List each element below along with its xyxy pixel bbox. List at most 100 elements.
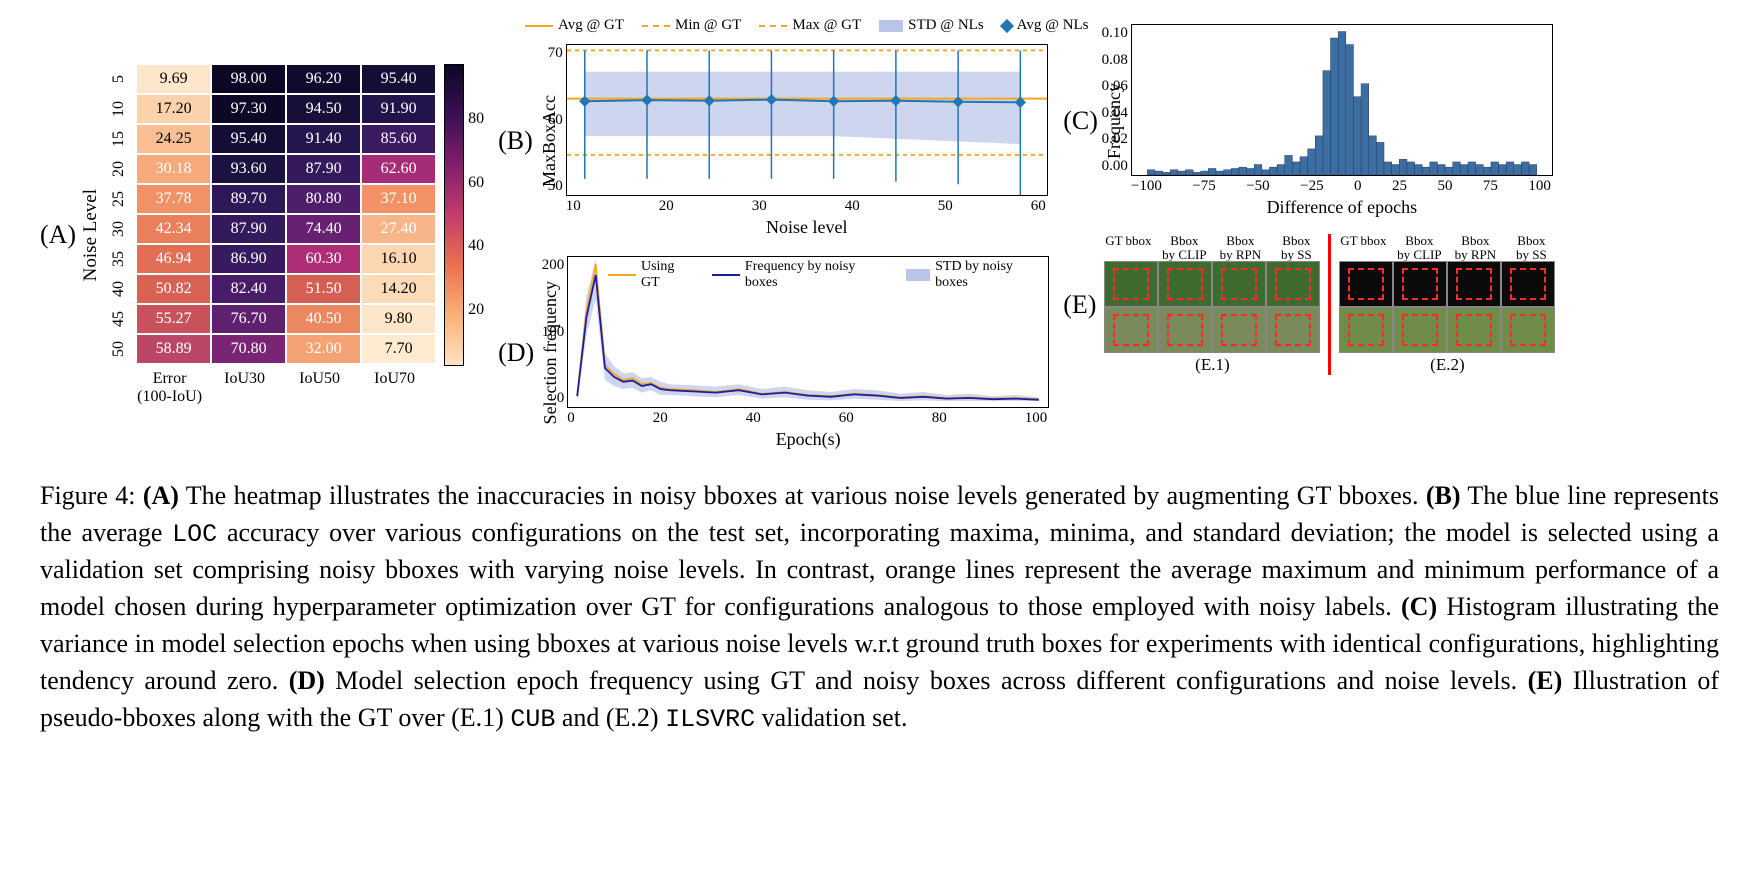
- panel-e-divider: [1328, 234, 1331, 375]
- heat-cell: 97.30: [211, 94, 286, 124]
- panel-b-label: (B): [498, 126, 533, 156]
- heat-cell: 91.40: [286, 124, 361, 154]
- panel-c-yticks: 0.100.080.060.040.020.00: [1088, 25, 1128, 175]
- bbox-icon: [1402, 314, 1438, 346]
- heat-cell: 51.50: [286, 274, 361, 304]
- bbox-icon: [1456, 314, 1492, 346]
- legend-item: Min @ GT: [642, 17, 741, 34]
- heat-cell: 93.60: [211, 154, 286, 184]
- heat-cell: 96.20: [286, 64, 361, 94]
- panel-e2: GT bboxBboxby CLIPBboxby RPNBboxby SS(E.…: [1335, 234, 1559, 375]
- figure-caption: Figure 4: (A) The heatmap illustrates th…: [40, 478, 1719, 738]
- caption-e-text2: and (E.2): [555, 703, 665, 732]
- heat-cell: 17.20: [136, 94, 211, 124]
- heat-cell: 14.20: [361, 274, 436, 304]
- bbox-icon: [1402, 268, 1438, 300]
- heat-cell: 9.80: [361, 304, 436, 334]
- heat-col-label: IoU70: [357, 364, 432, 405]
- e-thumb: [1393, 261, 1447, 307]
- panel-b-chart-wrap: Avg @ GTMin @ GTMax @ GTSTD @ NLsAvg @ N…: [566, 44, 1048, 238]
- panel-e-label: (E): [1063, 290, 1096, 320]
- panel-c-xlabel: Difference of epochs: [1131, 197, 1553, 218]
- e-header: Bboxby CLIP: [1156, 234, 1212, 261]
- caption-c-bold: (C): [1401, 592, 1437, 621]
- heatmap-xlabels: Error(100-IoU)IoU30IoU50IoU70: [132, 364, 436, 405]
- heat-cell: 32.00: [286, 334, 361, 364]
- heat-cell: 37.10: [361, 184, 436, 214]
- panel-e-grid: GT bboxBboxby CLIPBboxby RPNBboxby SS(E.…: [1100, 234, 1559, 375]
- colorbar-icon: [444, 64, 464, 366]
- caption-cub: CUB: [510, 705, 555, 734]
- panel-d-chart-wrap: 2001000 Using GTFrequency by noisy boxes…: [567, 256, 1049, 450]
- heat-cell: 85.60: [361, 124, 436, 154]
- bbox-icon: [1510, 268, 1546, 300]
- heat-cell: 55.27: [136, 304, 211, 334]
- heat-cell: 70.80: [211, 334, 286, 364]
- colorbar-wrap: 80604020: [444, 64, 484, 366]
- panel-d-xticks: 020406080100: [567, 408, 1047, 427]
- legend-item: STD @ NLs: [879, 17, 983, 34]
- bbox-icon: [1348, 268, 1384, 300]
- panel-a: (A) Noise Level 59.6998.0096.2095.401017…: [40, 20, 484, 450]
- e-thumb: [1339, 307, 1393, 353]
- heat-cell: 7.70: [361, 334, 436, 364]
- heat-cell: 94.50: [286, 94, 361, 124]
- cbar-tick: 20: [468, 301, 484, 319]
- panel-a-label: (A): [40, 220, 76, 250]
- panel-b-legend: Avg @ GTMin @ GTMax @ GTSTD @ NLsAvg @ N…: [567, 17, 1047, 34]
- heat-row-label: 45: [106, 311, 136, 327]
- e-sublabel: (E.1): [1195, 355, 1229, 375]
- e-header: Bboxby RPN: [1212, 234, 1268, 261]
- bbox-icon: [1456, 268, 1492, 300]
- e-thumb: [1339, 261, 1393, 307]
- heat-cell: 42.34: [136, 214, 211, 244]
- heatmap: 59.6998.0096.2095.401017.2097.3094.5091.…: [106, 64, 436, 364]
- e-thumb: [1501, 261, 1555, 307]
- heat-cell: 86.90: [211, 244, 286, 274]
- e-header: GT bbox: [1100, 234, 1156, 261]
- heat-cell: 82.40: [211, 274, 286, 304]
- heat-cell: 9.69: [136, 64, 211, 94]
- caption-e-bold: (E): [1528, 666, 1563, 695]
- heat-cell: 37.78: [136, 184, 211, 214]
- caption-a-bold: (A): [143, 481, 179, 510]
- colorbar-ticks: 80604020: [464, 64, 484, 364]
- caption-a-text: The heatmap illustrates the inaccuracies…: [179, 481, 1426, 510]
- panel-c-chart-wrap: 0.100.080.060.040.020.00 −100−75−50−2502…: [1131, 24, 1553, 218]
- cbar-tick: 80: [468, 110, 484, 128]
- heat-cell: 91.90: [361, 94, 436, 124]
- e-header: Bboxby RPN: [1447, 234, 1503, 261]
- bbox-icon: [1221, 268, 1257, 300]
- heat-cell: 87.90: [211, 214, 286, 244]
- e-thumb: [1104, 307, 1158, 353]
- heat-row-label: 40: [106, 281, 136, 297]
- panel-d-legend: Using GTFrequency by noisy boxesSTD by n…: [608, 259, 1048, 291]
- panel-b-chart: Avg @ GTMin @ GTMax @ GTSTD @ NLsAvg @ N…: [566, 44, 1048, 196]
- caption-ilsvrc: ILSVRC: [665, 705, 755, 734]
- panel-e1: GT bboxBboxby CLIPBboxby RPNBboxby SS(E.…: [1100, 234, 1324, 375]
- caption-d-text: Model selection epoch frequency using GT…: [325, 666, 1528, 695]
- heat-cell: 46.94: [136, 244, 211, 274]
- bbox-icon: [1348, 314, 1384, 346]
- heat-col-label: IoU30: [207, 364, 282, 405]
- panel-c-xticks: −100−75−50−250255075100: [1131, 176, 1551, 195]
- heat-cell: 50.82: [136, 274, 211, 304]
- caption-d-bold: (D): [289, 666, 325, 695]
- e-thumb: [1266, 307, 1320, 353]
- heatmap-wrap: 59.6998.0096.2095.401017.2097.3094.5091.…: [106, 64, 484, 405]
- right-column: (C) Frequency 0.100.080.060.040.020.00 −…: [1063, 20, 1559, 450]
- panel-d-xlabel: Epoch(s): [567, 429, 1049, 450]
- e-thumb: [1447, 307, 1501, 353]
- heat-row-label: 15: [106, 131, 136, 147]
- legend-item: Max @ GT: [759, 17, 861, 34]
- heat-row-label: 25: [106, 191, 136, 207]
- heat-cell: 80.80: [286, 184, 361, 214]
- heat-row-label: 50: [106, 341, 136, 357]
- heat-cell: 87.90: [286, 154, 361, 184]
- e-thumb: [1158, 261, 1212, 307]
- heat-cell: 60.30: [286, 244, 361, 274]
- heat-row-label: 35: [106, 251, 136, 267]
- e-thumb: [1393, 307, 1447, 353]
- bbox-icon: [1275, 268, 1311, 300]
- bbox-icon: [1113, 314, 1149, 346]
